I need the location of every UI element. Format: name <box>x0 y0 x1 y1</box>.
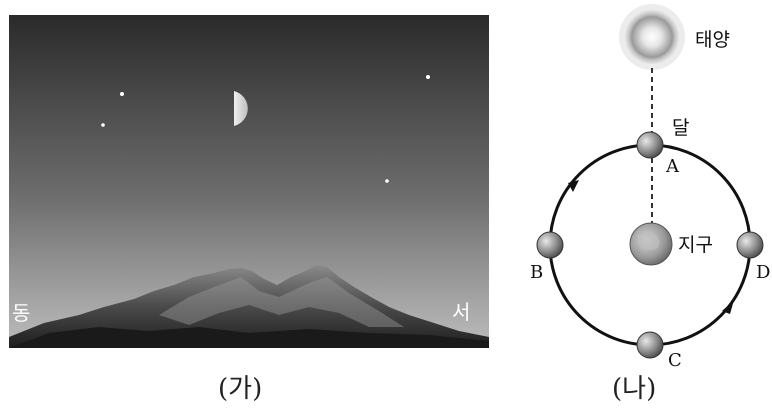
star <box>120 92 124 96</box>
earth-continent <box>637 231 660 250</box>
mountain-foreground-shadow <box>9 327 489 348</box>
star <box>385 179 389 183</box>
mountain-range <box>9 265 489 348</box>
moon-position-d <box>736 231 764 259</box>
star <box>426 75 430 79</box>
position-label-b: B <box>530 262 543 283</box>
star <box>101 123 105 127</box>
mountain-ridge-highlight <box>159 277 404 327</box>
moon-orbit-diagram: 태양 지구 달 A B C D <box>520 0 772 371</box>
earth-label: 지구 <box>678 234 713 256</box>
moon-position-a <box>636 131 664 159</box>
orbit-svg: 태양 지구 달 A B C D <box>530 4 770 371</box>
position-label-c: C <box>668 350 682 370</box>
orbit-arrow-upper-left <box>568 180 579 192</box>
sun-icon <box>619 4 685 70</box>
half-moon <box>234 91 248 126</box>
direction-west-label: 서 <box>452 300 471 324</box>
moon-position-b <box>536 231 564 259</box>
direction-east-label: 동 <box>12 301 31 325</box>
position-label-a: A <box>665 156 680 177</box>
orbit-arrow-lower-right <box>722 300 734 314</box>
caption-ga: (가) <box>218 374 263 404</box>
night-sky-photo <box>9 15 489 348</box>
moon-position-c <box>636 331 664 359</box>
sun-label: 태양 <box>695 29 730 51</box>
position-label-d: D <box>756 262 770 283</box>
night-sky-scene <box>9 15 489 348</box>
caption-na: (나) <box>612 374 657 404</box>
moon-label: 달 <box>672 117 689 139</box>
